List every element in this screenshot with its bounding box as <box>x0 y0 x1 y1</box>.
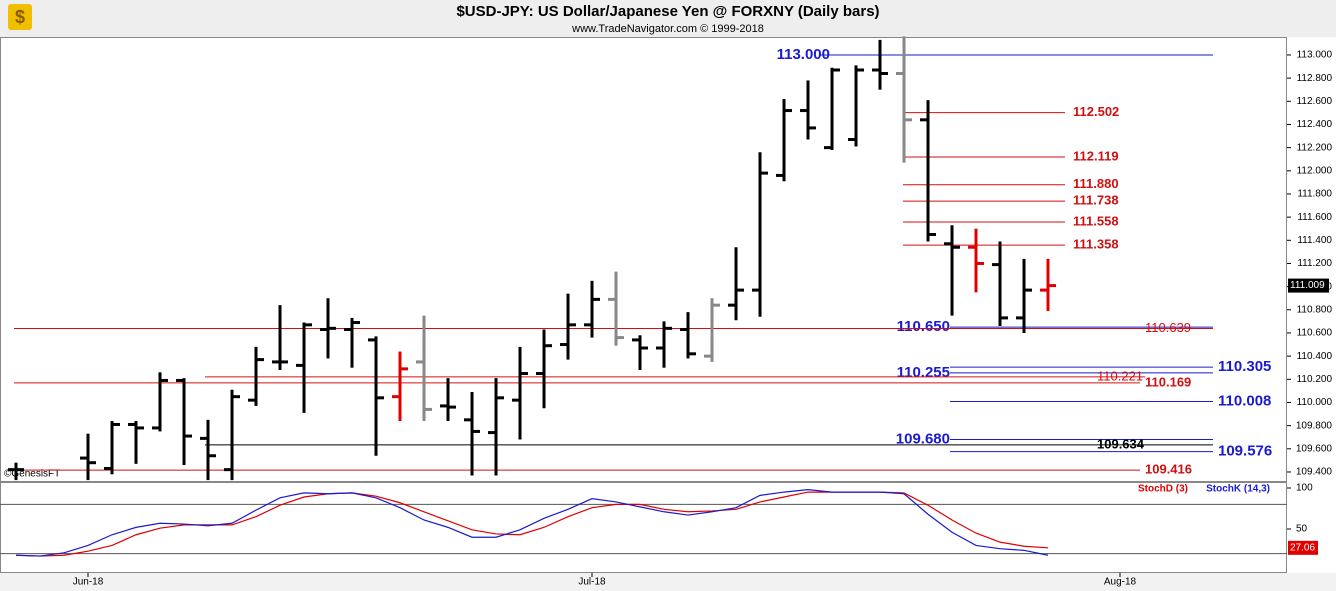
y-tick-label: 111.600 <box>1297 212 1332 223</box>
date-axis <box>0 573 1336 591</box>
logo: $ <box>8 4 32 30</box>
last-value: 27.06 <box>1290 542 1315 553</box>
level-label: 112.502 <box>1073 104 1119 119</box>
y-tick-label: 110.000 <box>1297 397 1333 408</box>
level-label: 109.416 <box>1145 462 1192 477</box>
y-tick-label: 110.800 <box>1297 304 1333 315</box>
y-tick-label: 113.000 <box>1297 50 1333 61</box>
level-label: 111.558 <box>1073 213 1119 228</box>
legend-label: StochK (14,3) <box>1206 484 1270 495</box>
y-tick-label: 110.200 <box>1297 374 1333 385</box>
y-tick-label: 112.600 <box>1297 96 1333 107</box>
y-tick-label: 111.800 <box>1297 189 1332 200</box>
last-value-box <box>1288 540 1318 555</box>
y-tick-label: 111.400 <box>1297 235 1332 246</box>
y-tick-label: 112.800 <box>1297 73 1333 84</box>
stoch-panel <box>0 482 1287 573</box>
level-label: 109.576 <box>1218 443 1272 460</box>
y-tick-label: 112.000 <box>1297 165 1333 176</box>
y-tick-label: 112.200 <box>1297 142 1333 153</box>
watermark: ©GenesisFT <box>4 469 60 480</box>
level-label: 110.169 <box>1145 374 1191 389</box>
level-label: 109.634 <box>1097 436 1145 451</box>
x-tick-label: Jul-18 <box>578 577 606 588</box>
level-label: 110.305 <box>1218 358 1271 375</box>
level-label: 110.221 <box>1097 368 1143 383</box>
y-tick-label: 50 <box>1296 524 1308 535</box>
y-tick-label: 112.400 <box>1297 119 1333 130</box>
y-tick-label: 109.400 <box>1296 467 1333 478</box>
y-tick-label: 111.200 <box>1297 258 1332 269</box>
chart-title: $USD-JPY: US Dollar/Japanese Yen @ FORXN… <box>456 3 879 20</box>
level-label: 109.680 <box>896 430 950 447</box>
level-label: 111.358 <box>1073 237 1119 252</box>
level-label: 110.008 <box>1218 393 1271 410</box>
y-tick-label: 109.600 <box>1296 443 1333 454</box>
y-tick-label: 109.800 <box>1296 420 1333 431</box>
y-tick-label: 100 <box>1296 483 1313 494</box>
level-label: 112.119 <box>1073 148 1119 163</box>
level-label: 111.880 <box>1073 176 1119 191</box>
chart-subtitle: www.TradeNavigator.com © 1999-2018 <box>571 23 764 35</box>
level-label: 110.639 <box>1145 320 1191 335</box>
level-label: 110.255 <box>897 364 950 381</box>
last-price: 111.009 <box>1290 280 1325 291</box>
x-tick-label: Jun-18 <box>73 577 104 588</box>
price-panel <box>0 37 1287 482</box>
level-label: 113.000 <box>777 46 830 63</box>
x-tick-label: Aug-18 <box>1104 577 1137 588</box>
title-bar <box>0 0 1336 37</box>
level-label: 111.738 <box>1073 193 1119 208</box>
last-price-box <box>1288 278 1329 293</box>
level-label: 110.650 <box>897 318 950 335</box>
y-tick-label: 110.400 <box>1297 351 1333 362</box>
legend-label: StochD (3) <box>1138 484 1188 495</box>
y-tick-label: 110.600 <box>1297 328 1333 339</box>
svg-text:$: $ <box>15 7 25 27</box>
stoch-line <box>15 489 1049 557</box>
